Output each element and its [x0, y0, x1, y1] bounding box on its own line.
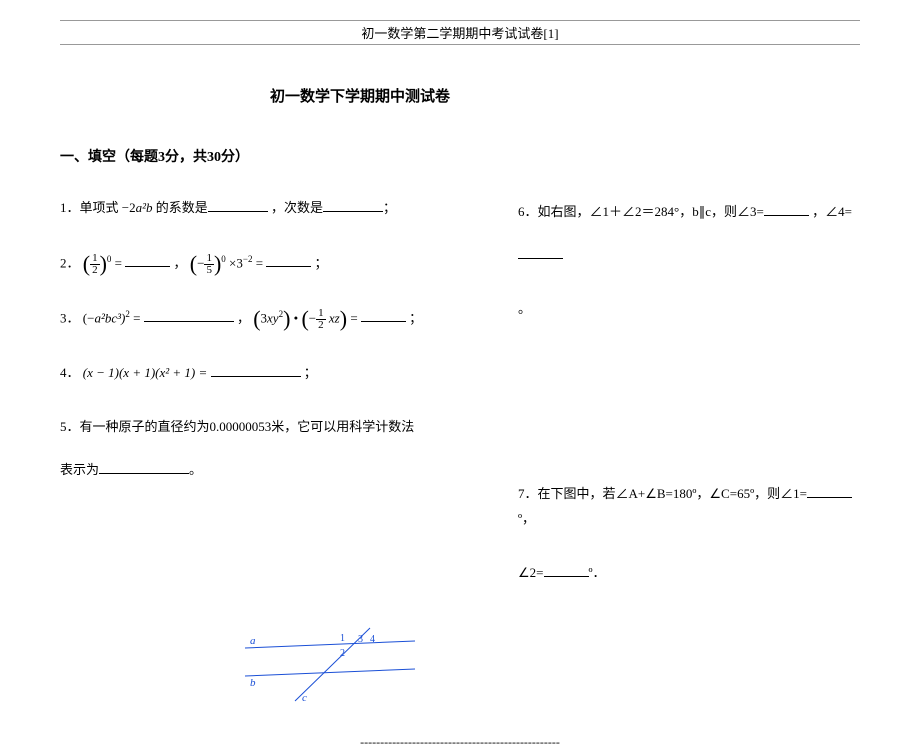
q7-text-c: ∠2= [518, 565, 544, 580]
q1-coeff: −2 [122, 200, 136, 215]
q1-var: a²b [136, 200, 153, 215]
blank [323, 199, 383, 212]
q2-eq1: = [115, 255, 126, 270]
header-rule-top [60, 20, 860, 21]
angle-diagram: a b c 1 2 3 4 [240, 626, 860, 710]
q3-p1exp: 2 [125, 309, 130, 319]
section-1-heading: 一、填空（每题3分，共30分） [60, 146, 478, 166]
label-3: 3 [358, 634, 363, 645]
q7-text-d: º． [589, 565, 606, 580]
blank [764, 203, 809, 216]
blank [518, 246, 563, 259]
label-b: b [250, 677, 256, 689]
lparen: ( [253, 308, 260, 330]
content-columns: 一、填空（每题3分，共30分） 1．单项式 −2a²b 的系数是 ，次数是； 2… [60, 146, 860, 616]
question-4: 4． (x − 1)(x + 1)(x² + 1) = ； [60, 361, 478, 386]
q6-text-a: 6．如右图，∠1＋∠2＝284°，b∥c，则∠3= [518, 204, 764, 219]
q6-text-b: ，∠4= [812, 204, 852, 219]
q7-text-a: 7．在下图中，若∠A+∠B=180º，∠C=65º，则∠1= [518, 486, 807, 501]
q3-sep: ， [237, 310, 250, 325]
blank [99, 461, 189, 474]
diagram-svg: a b c 1 2 3 4 [240, 626, 420, 706]
document-title: 初一数学下学期期中测试卷 [60, 85, 860, 106]
lparen: ( [190, 253, 197, 275]
label-1: 1 [340, 633, 345, 644]
q3-dot: • [294, 310, 299, 325]
rparen: ) [283, 308, 290, 330]
q2-text-a: 2． [60, 255, 80, 270]
left-column: 一、填空（每题3分，共30分） 1．单项式 −2a²b 的系数是 ，次数是； 2… [60, 146, 478, 616]
question-7: 7．在下图中，若∠A+∠B=180º，∠C=65º，则∠1= º， ∠2= º． [518, 482, 860, 586]
lparen: ( [301, 308, 308, 330]
label-a: a [250, 635, 256, 647]
q2-mul: ×3 [229, 255, 243, 270]
rparen: ) [340, 308, 347, 330]
right-column: 6．如右图，∠1＋∠2＝284°，b∥c，则∠3= ，∠4= 。 7．在下图中，… [518, 146, 860, 616]
fraction-half-2: 12 [316, 308, 326, 331]
q3-eq1: = [133, 310, 144, 325]
q3-eq2: = [350, 310, 361, 325]
blank [266, 254, 311, 267]
q2-end: ； [315, 255, 328, 270]
label-4: 4 [370, 634, 375, 645]
footer-dashes: ----------------------------------------… [60, 735, 860, 750]
blank [807, 485, 852, 498]
lparen: ( [83, 253, 90, 275]
q4-expr: (x − 1)(x + 1)(x² + 1) = [83, 365, 211, 380]
fraction-half: 12 [90, 253, 100, 276]
q3-p1a: (− [83, 310, 95, 325]
blank [544, 564, 589, 577]
header-rule-bottom [60, 44, 860, 45]
blank [144, 309, 234, 322]
spacer [518, 352, 860, 482]
spacer [518, 146, 860, 200]
q1-text-c: ，次数是 [271, 200, 323, 215]
q2-exp: −2 [243, 254, 253, 264]
q4-text-a: 4． [60, 365, 80, 380]
q5-text-c: 。 [189, 462, 202, 477]
blank [208, 199, 268, 212]
blank [211, 364, 301, 377]
rparen: ) [100, 253, 107, 275]
q6-text-c: 。 [518, 297, 860, 322]
q3-text-a: 3． [60, 310, 80, 325]
q5-text-b: 表示为 [60, 462, 99, 477]
q7-text-b: º， [518, 511, 535, 526]
q5-line1: 5．有一种原子的直径约为0.00000053米，它可以用科学计数法 [60, 415, 478, 440]
fraction-fifth: 15 [204, 253, 214, 276]
q1-text-b: 的系数是 [156, 200, 208, 215]
blank [361, 309, 406, 322]
q2-eq2: = [256, 255, 267, 270]
label-c: c [302, 692, 307, 704]
question-6: 6．如右图，∠1＋∠2＝284°，b∥c，则∠3= ，∠4= 。 [518, 200, 860, 322]
q1-text-a: 1．单项式 [60, 200, 119, 215]
question-5: 5．有一种原子的直径约为0.00000053米，它可以用科学计数法 表示为 。 [60, 415, 478, 482]
question-3: 3． (−a²bc³)2 = ， (3xy2) • (−12 xz) = ； [60, 306, 478, 331]
q4-end: ； [304, 365, 317, 380]
q3-p1b: a²bc³) [94, 310, 125, 325]
running-header: 初一数学第二学期期中考试试卷[1] [60, 23, 860, 44]
q2-sep: ， [174, 255, 187, 270]
question-2: 2． (12)0 = ， (−15)0 ×3−2 = ； [60, 251, 478, 276]
blank [125, 254, 170, 267]
q3-end: ； [409, 310, 422, 325]
q1-text-d: ； [383, 200, 396, 215]
question-1: 1．单项式 −2a²b 的系数是 ，次数是 ； [60, 196, 478, 221]
